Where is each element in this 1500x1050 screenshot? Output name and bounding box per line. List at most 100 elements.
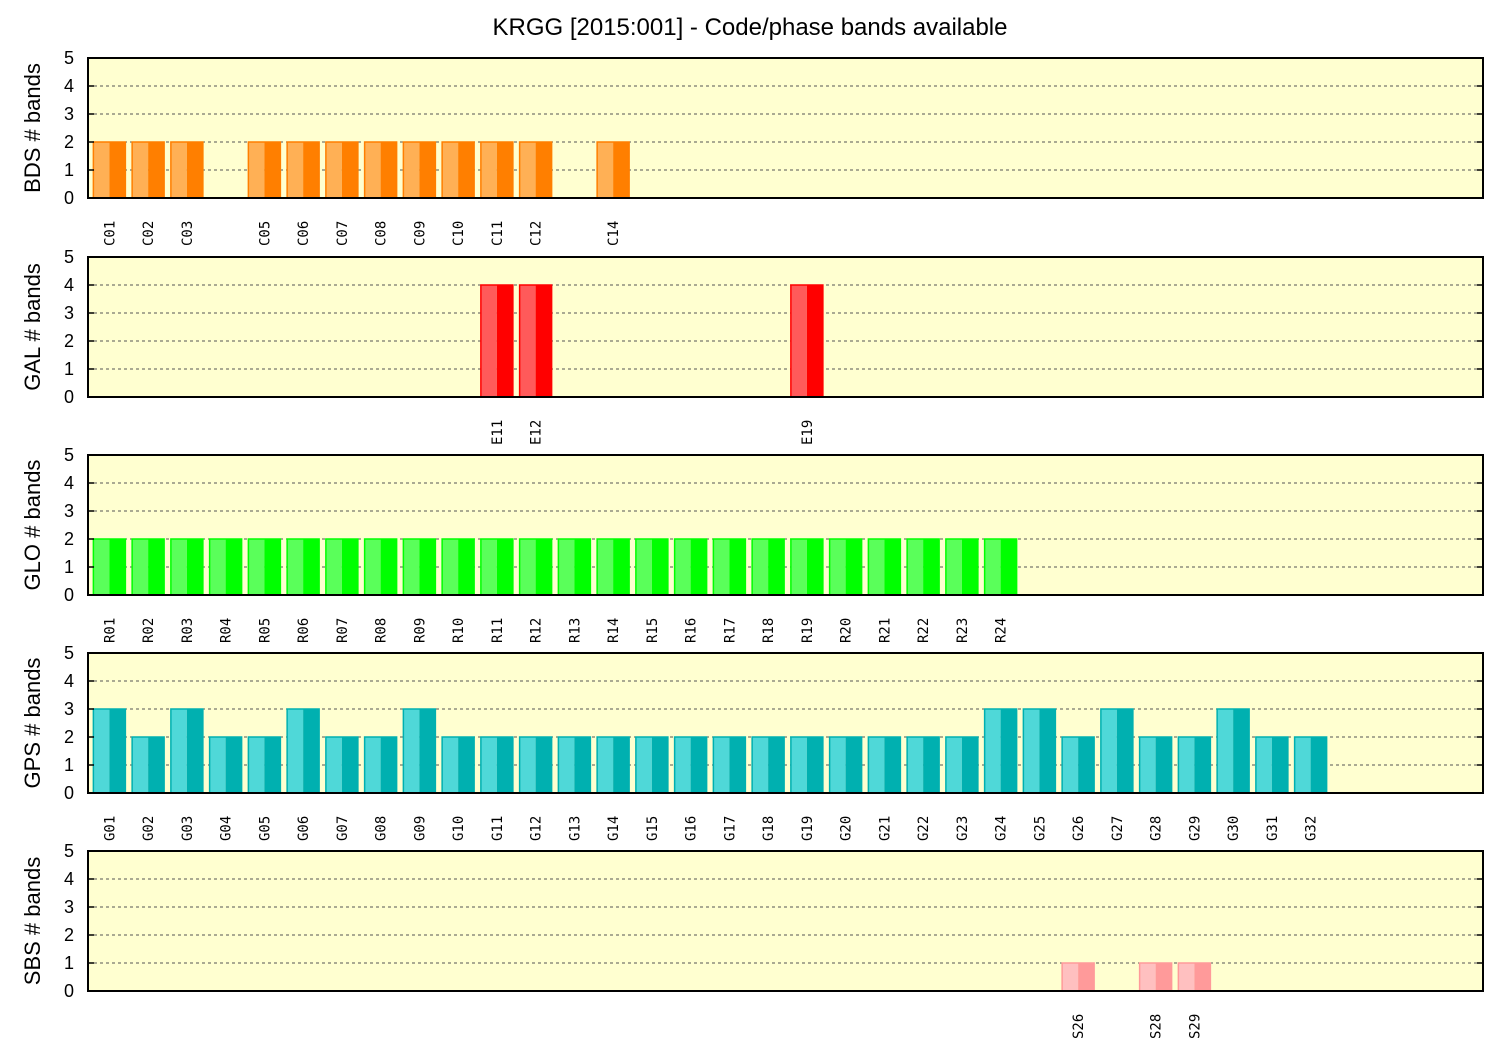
bar-light-half bbox=[1255, 737, 1272, 793]
bar-light-half bbox=[248, 142, 265, 198]
prn-label: R02 bbox=[141, 618, 157, 643]
prn-label: G02 bbox=[141, 816, 157, 841]
prn-label: R01 bbox=[102, 618, 118, 643]
bar-light-half bbox=[558, 539, 575, 595]
prn-label: C02 bbox=[141, 221, 157, 246]
y-tick-label: 0 bbox=[64, 188, 74, 208]
prn-label: S26 bbox=[1071, 1014, 1087, 1039]
bar-dark-half bbox=[1000, 539, 1017, 595]
bar-r06 bbox=[286, 538, 320, 596]
bar-dark-half bbox=[884, 539, 901, 595]
prn-label: G14 bbox=[606, 816, 622, 841]
bar-light-half bbox=[480, 142, 497, 198]
bar-r05 bbox=[247, 538, 282, 596]
bar-light-half bbox=[480, 737, 497, 793]
prn-label: R10 bbox=[451, 618, 467, 643]
bar-light-half bbox=[635, 737, 652, 793]
bar-r01 bbox=[92, 538, 127, 596]
bar-c07 bbox=[325, 141, 359, 199]
bar-light-half bbox=[132, 737, 149, 793]
bar-light-half bbox=[480, 285, 497, 397]
y-axis-label: SBS # bands bbox=[20, 857, 45, 985]
bar-g17 bbox=[712, 736, 747, 794]
bar-dark-half bbox=[923, 539, 940, 595]
bar-light-half bbox=[945, 539, 962, 595]
bar-dark-half bbox=[341, 539, 358, 595]
bar-r19 bbox=[790, 538, 824, 596]
prn-label: G27 bbox=[1110, 816, 1126, 841]
bar-light-half bbox=[945, 737, 962, 793]
bar-dark-half bbox=[535, 285, 552, 397]
bar-dark-half bbox=[613, 142, 630, 198]
bar-light-half bbox=[868, 539, 885, 595]
bar-dark-half bbox=[690, 737, 707, 793]
prn-label: C12 bbox=[529, 221, 545, 246]
bar-dark-half bbox=[961, 737, 978, 793]
bar-light-half bbox=[364, 539, 381, 595]
plot-frame bbox=[87, 57, 1484, 199]
prn-label: G17 bbox=[722, 816, 738, 841]
bar-light-half bbox=[170, 709, 187, 793]
bar-light-half bbox=[480, 539, 497, 595]
bar-light-half bbox=[1023, 709, 1040, 793]
y-axis-label: GPS # bands bbox=[20, 658, 45, 789]
bar-g20 bbox=[828, 736, 863, 794]
bar-g07 bbox=[325, 736, 359, 794]
y-tick-label: 4 bbox=[64, 671, 74, 691]
bar-light-half bbox=[674, 737, 691, 793]
bar-g15 bbox=[635, 736, 669, 794]
bar-light-half bbox=[713, 737, 730, 793]
prn-label: G30 bbox=[1226, 816, 1242, 841]
bar-g23 bbox=[945, 736, 979, 794]
bar-s28 bbox=[1138, 962, 1173, 992]
bar-g18 bbox=[751, 736, 785, 794]
bar-light-half bbox=[984, 539, 1001, 595]
prn-label: C09 bbox=[412, 221, 428, 246]
bar-dark-half bbox=[380, 142, 397, 198]
bar-light-half bbox=[829, 539, 846, 595]
bar-dark-half bbox=[341, 142, 358, 198]
bar-light-half bbox=[287, 539, 304, 595]
panel-bds: C01 C02 C03 C05 C06 C07 C08 C09 C10 C11 C12 C14 0 1 2 3… bbox=[20, 48, 1484, 246]
bar-dark-half bbox=[845, 737, 862, 793]
bar-light-half bbox=[752, 737, 769, 793]
bar-r15 bbox=[635, 538, 669, 596]
y-axis-label: BDS # bands bbox=[20, 63, 45, 193]
bar-dark-half bbox=[1078, 963, 1095, 991]
bar-r16 bbox=[673, 538, 708, 596]
bar-r12 bbox=[518, 538, 553, 596]
bar-light-half bbox=[325, 142, 342, 198]
bar-dark-half bbox=[148, 142, 165, 198]
bar-dark-half bbox=[496, 737, 513, 793]
prn-label: R09 bbox=[412, 618, 428, 643]
bar-light-half bbox=[558, 737, 575, 793]
plot-background bbox=[88, 257, 1483, 397]
bar-light-half bbox=[1294, 737, 1311, 793]
bar-light-half bbox=[790, 737, 807, 793]
bar-dark-half bbox=[690, 539, 707, 595]
prn-label: S28 bbox=[1149, 1014, 1165, 1039]
bar-light-half bbox=[325, 539, 342, 595]
prn-label: R12 bbox=[529, 618, 545, 643]
bar-dark-half bbox=[303, 142, 320, 198]
prn-label: R04 bbox=[219, 618, 235, 643]
bar-light-half bbox=[1139, 737, 1156, 793]
bar-dark-half bbox=[806, 737, 823, 793]
bar-light-half bbox=[403, 709, 420, 793]
bar-light-half bbox=[403, 539, 420, 595]
bar-dark-half bbox=[1078, 737, 1095, 793]
plot-background bbox=[88, 455, 1483, 595]
bar-r13 bbox=[557, 538, 592, 596]
bar-dark-half bbox=[303, 539, 320, 595]
bar-dark-half bbox=[535, 737, 552, 793]
prn-label: R05 bbox=[257, 618, 273, 643]
prn-label: R22 bbox=[916, 618, 932, 643]
bar-light-half bbox=[442, 539, 459, 595]
y-tick-label: 3 bbox=[64, 303, 74, 323]
bar-dark-half bbox=[613, 539, 630, 595]
y-tick-label: 5 bbox=[64, 247, 74, 267]
prn-label: G25 bbox=[1032, 816, 1048, 841]
bar-g01 bbox=[92, 708, 127, 794]
prn-label: G31 bbox=[1265, 816, 1281, 841]
bar-dark-half bbox=[1271, 737, 1288, 793]
